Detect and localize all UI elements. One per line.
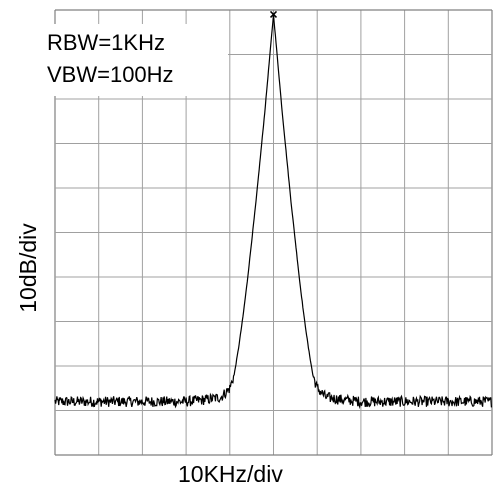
x-axis-label: 10KHz/div xyxy=(178,461,283,487)
rbw-annotation: RBW=1KHz xyxy=(47,30,165,55)
annotation-box: RBW=1KHz VBW=100Hz xyxy=(38,24,228,96)
grid xyxy=(54,9,493,456)
peak-marker xyxy=(269,10,278,18)
peak-marker-stroke xyxy=(269,10,278,18)
vbw-annotation: VBW=100Hz xyxy=(47,62,174,87)
y-axis-label: 10dB/div xyxy=(15,223,41,313)
